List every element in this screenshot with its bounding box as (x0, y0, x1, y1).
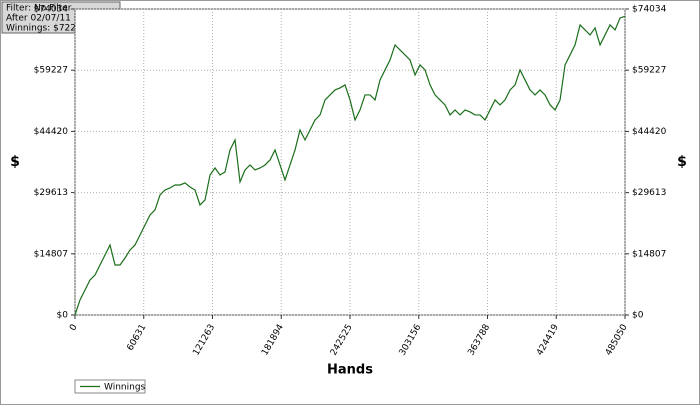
y-tick-label: $14807 (34, 249, 68, 259)
legend-label: Winnings (104, 383, 146, 393)
info-winnings: Winnings: $72273.28 (6, 24, 102, 34)
y-tick-label: $44420 (34, 127, 69, 137)
line-series (74, 15, 626, 316)
y-tick-label-right: $29613 (632, 188, 666, 198)
y-tick-label-right: $0 (632, 311, 644, 321)
y-axis-label: $ (10, 154, 20, 170)
y-tick-label-right: $74034 (632, 5, 667, 15)
y-tick-label-right: $44420 (632, 127, 667, 137)
y-axis-label-right: $ (677, 154, 687, 170)
y-tick-label: $0 (57, 311, 69, 321)
y-tick-label: $59227 (34, 66, 68, 76)
y-tick-label-right: $59227 (632, 66, 666, 76)
info-filter: Filter: No Filter (6, 4, 72, 14)
legend (74, 379, 146, 394)
y-tick-label-right: $14807 (632, 249, 666, 259)
x-axis-label: Hands (327, 363, 373, 378)
y-tick-label: $29613 (34, 188, 68, 198)
x-tick-label: 0 (68, 323, 80, 333)
info-date: After 02/07/11 02:34:45 (6, 14, 114, 24)
y-tick-label: $74034 (34, 5, 69, 15)
